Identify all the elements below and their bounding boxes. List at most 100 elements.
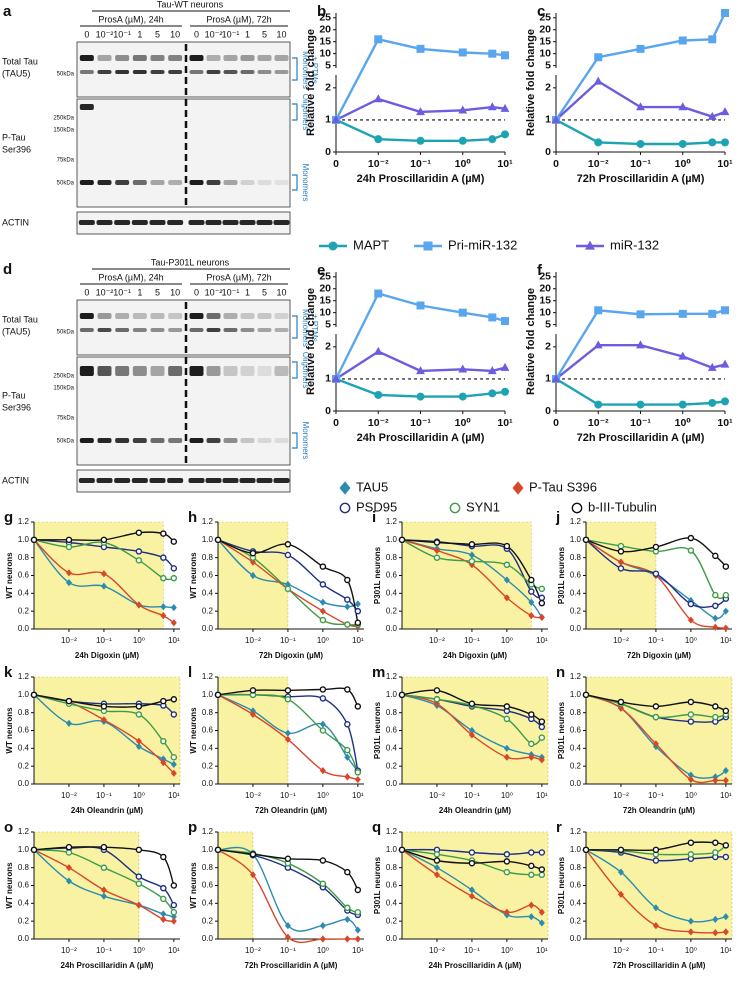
legend-label: miR-132 <box>610 237 659 252</box>
marker <box>687 928 694 936</box>
x-tick-label: 10⁻² <box>429 636 445 645</box>
marker <box>528 711 535 718</box>
marker <box>160 737 167 745</box>
panel-label: g <box>4 509 13 526</box>
marker <box>501 317 509 326</box>
marker <box>712 713 719 721</box>
x-tick-label: 10⁰ <box>685 636 697 645</box>
x-tick-label: 10⁻¹ <box>96 946 112 955</box>
marker <box>652 740 659 748</box>
x-tick-label: 10¹ <box>536 946 548 955</box>
marker <box>344 915 351 923</box>
blot-membrane <box>76 41 291 98</box>
series-line <box>555 12 727 121</box>
marker <box>720 107 730 116</box>
marker <box>344 686 351 693</box>
marker <box>374 35 383 44</box>
band <box>223 328 238 332</box>
lane-label: 10 <box>170 29 180 39</box>
y-tick-label: 20 <box>319 283 331 295</box>
marker <box>687 771 694 779</box>
legend-marker <box>339 502 351 514</box>
marker <box>528 913 535 921</box>
marker <box>528 849 535 856</box>
bracket <box>292 432 298 449</box>
marker <box>538 908 545 916</box>
y-tick-label: 1.2 <box>18 517 30 526</box>
marker <box>538 849 546 856</box>
marker <box>416 301 425 310</box>
marker <box>593 76 603 85</box>
marker <box>687 698 695 706</box>
y-tick-label: 1 <box>325 114 331 126</box>
series-line <box>555 344 726 380</box>
y-tick-label: 0.0 <box>570 779 582 788</box>
x-tick-label: 10⁻¹ <box>630 158 651 170</box>
y-axis-title: P301L neurons <box>373 701 382 759</box>
band <box>274 313 289 319</box>
marker <box>100 716 107 724</box>
y-tick-label: 1.0 <box>202 690 214 699</box>
marker <box>458 364 468 373</box>
band <box>97 70 112 74</box>
marker <box>135 548 143 555</box>
x-tick-label: 10⁰ <box>685 946 697 955</box>
row-label: Ser396 <box>2 402 31 412</box>
marker <box>319 581 327 588</box>
lane-label: 5 <box>262 29 267 39</box>
x-axis-title: 72h Proscillaridin A (µM) <box>577 432 705 444</box>
lane-label: 0 <box>84 287 89 297</box>
marker <box>582 691 590 699</box>
annotation: Monomers <box>301 164 310 202</box>
y-tick-label: 1.0 <box>18 690 30 699</box>
panel: l 0.0 0.2 0.4 0.6 0.8 1.0 1.2 10⁻² 10⁻¹ 10⁰ 10¹ 72h … <box>188 664 364 815</box>
x-tick-label: 10⁰ <box>455 158 472 170</box>
y-axis-title: P301L neurons <box>373 856 382 914</box>
panel-label: e <box>317 262 325 279</box>
shaded-region <box>33 676 181 785</box>
marker <box>468 541 476 548</box>
legend-label: PSD95 <box>356 499 397 514</box>
x-axis-title: 72h Digoxin (µM) <box>627 651 692 660</box>
marker <box>433 539 441 546</box>
band <box>115 70 130 74</box>
band <box>79 70 94 74</box>
lane-label: 5 <box>262 287 267 297</box>
band <box>274 180 289 185</box>
y-tick-label: 0.4 <box>386 898 398 907</box>
y-tick-label: 0.2 <box>570 761 582 770</box>
y-tick-label: 1.2 <box>570 672 582 681</box>
band <box>274 328 289 332</box>
band <box>132 366 147 376</box>
y-tick-label: 25 <box>319 271 331 283</box>
y-tick-label: 0.6 <box>18 881 30 890</box>
band <box>115 328 130 332</box>
band <box>168 328 183 332</box>
group-label: ProsA (µM), 72h <box>206 14 271 24</box>
marker <box>214 846 222 854</box>
x-tick-label: 10¹ <box>168 791 180 800</box>
annotation: Oligomers <box>301 352 310 388</box>
legend-marker <box>449 502 461 514</box>
marker <box>678 309 687 318</box>
band <box>168 180 183 185</box>
marker <box>487 102 497 111</box>
lane-label: 0 <box>84 29 89 39</box>
marker <box>468 886 475 894</box>
x-tick-label: 10¹ <box>352 946 364 955</box>
panel: h 0.0 0.2 0.4 0.6 0.8 1.0 1.2 10⁻² 10⁻¹ 10⁰ 10¹ 72h … <box>188 509 364 660</box>
y-tick-label: 15 <box>319 294 331 306</box>
panel-label: c <box>537 3 545 20</box>
marker <box>354 935 361 943</box>
marker <box>678 102 688 111</box>
shaded-region <box>401 521 532 630</box>
marker <box>468 551 475 559</box>
marker <box>170 760 177 768</box>
marker <box>721 138 729 147</box>
marker <box>501 387 509 396</box>
legend-marker <box>585 240 595 250</box>
band <box>274 55 289 61</box>
row-label: (TAU5) <box>2 68 30 78</box>
